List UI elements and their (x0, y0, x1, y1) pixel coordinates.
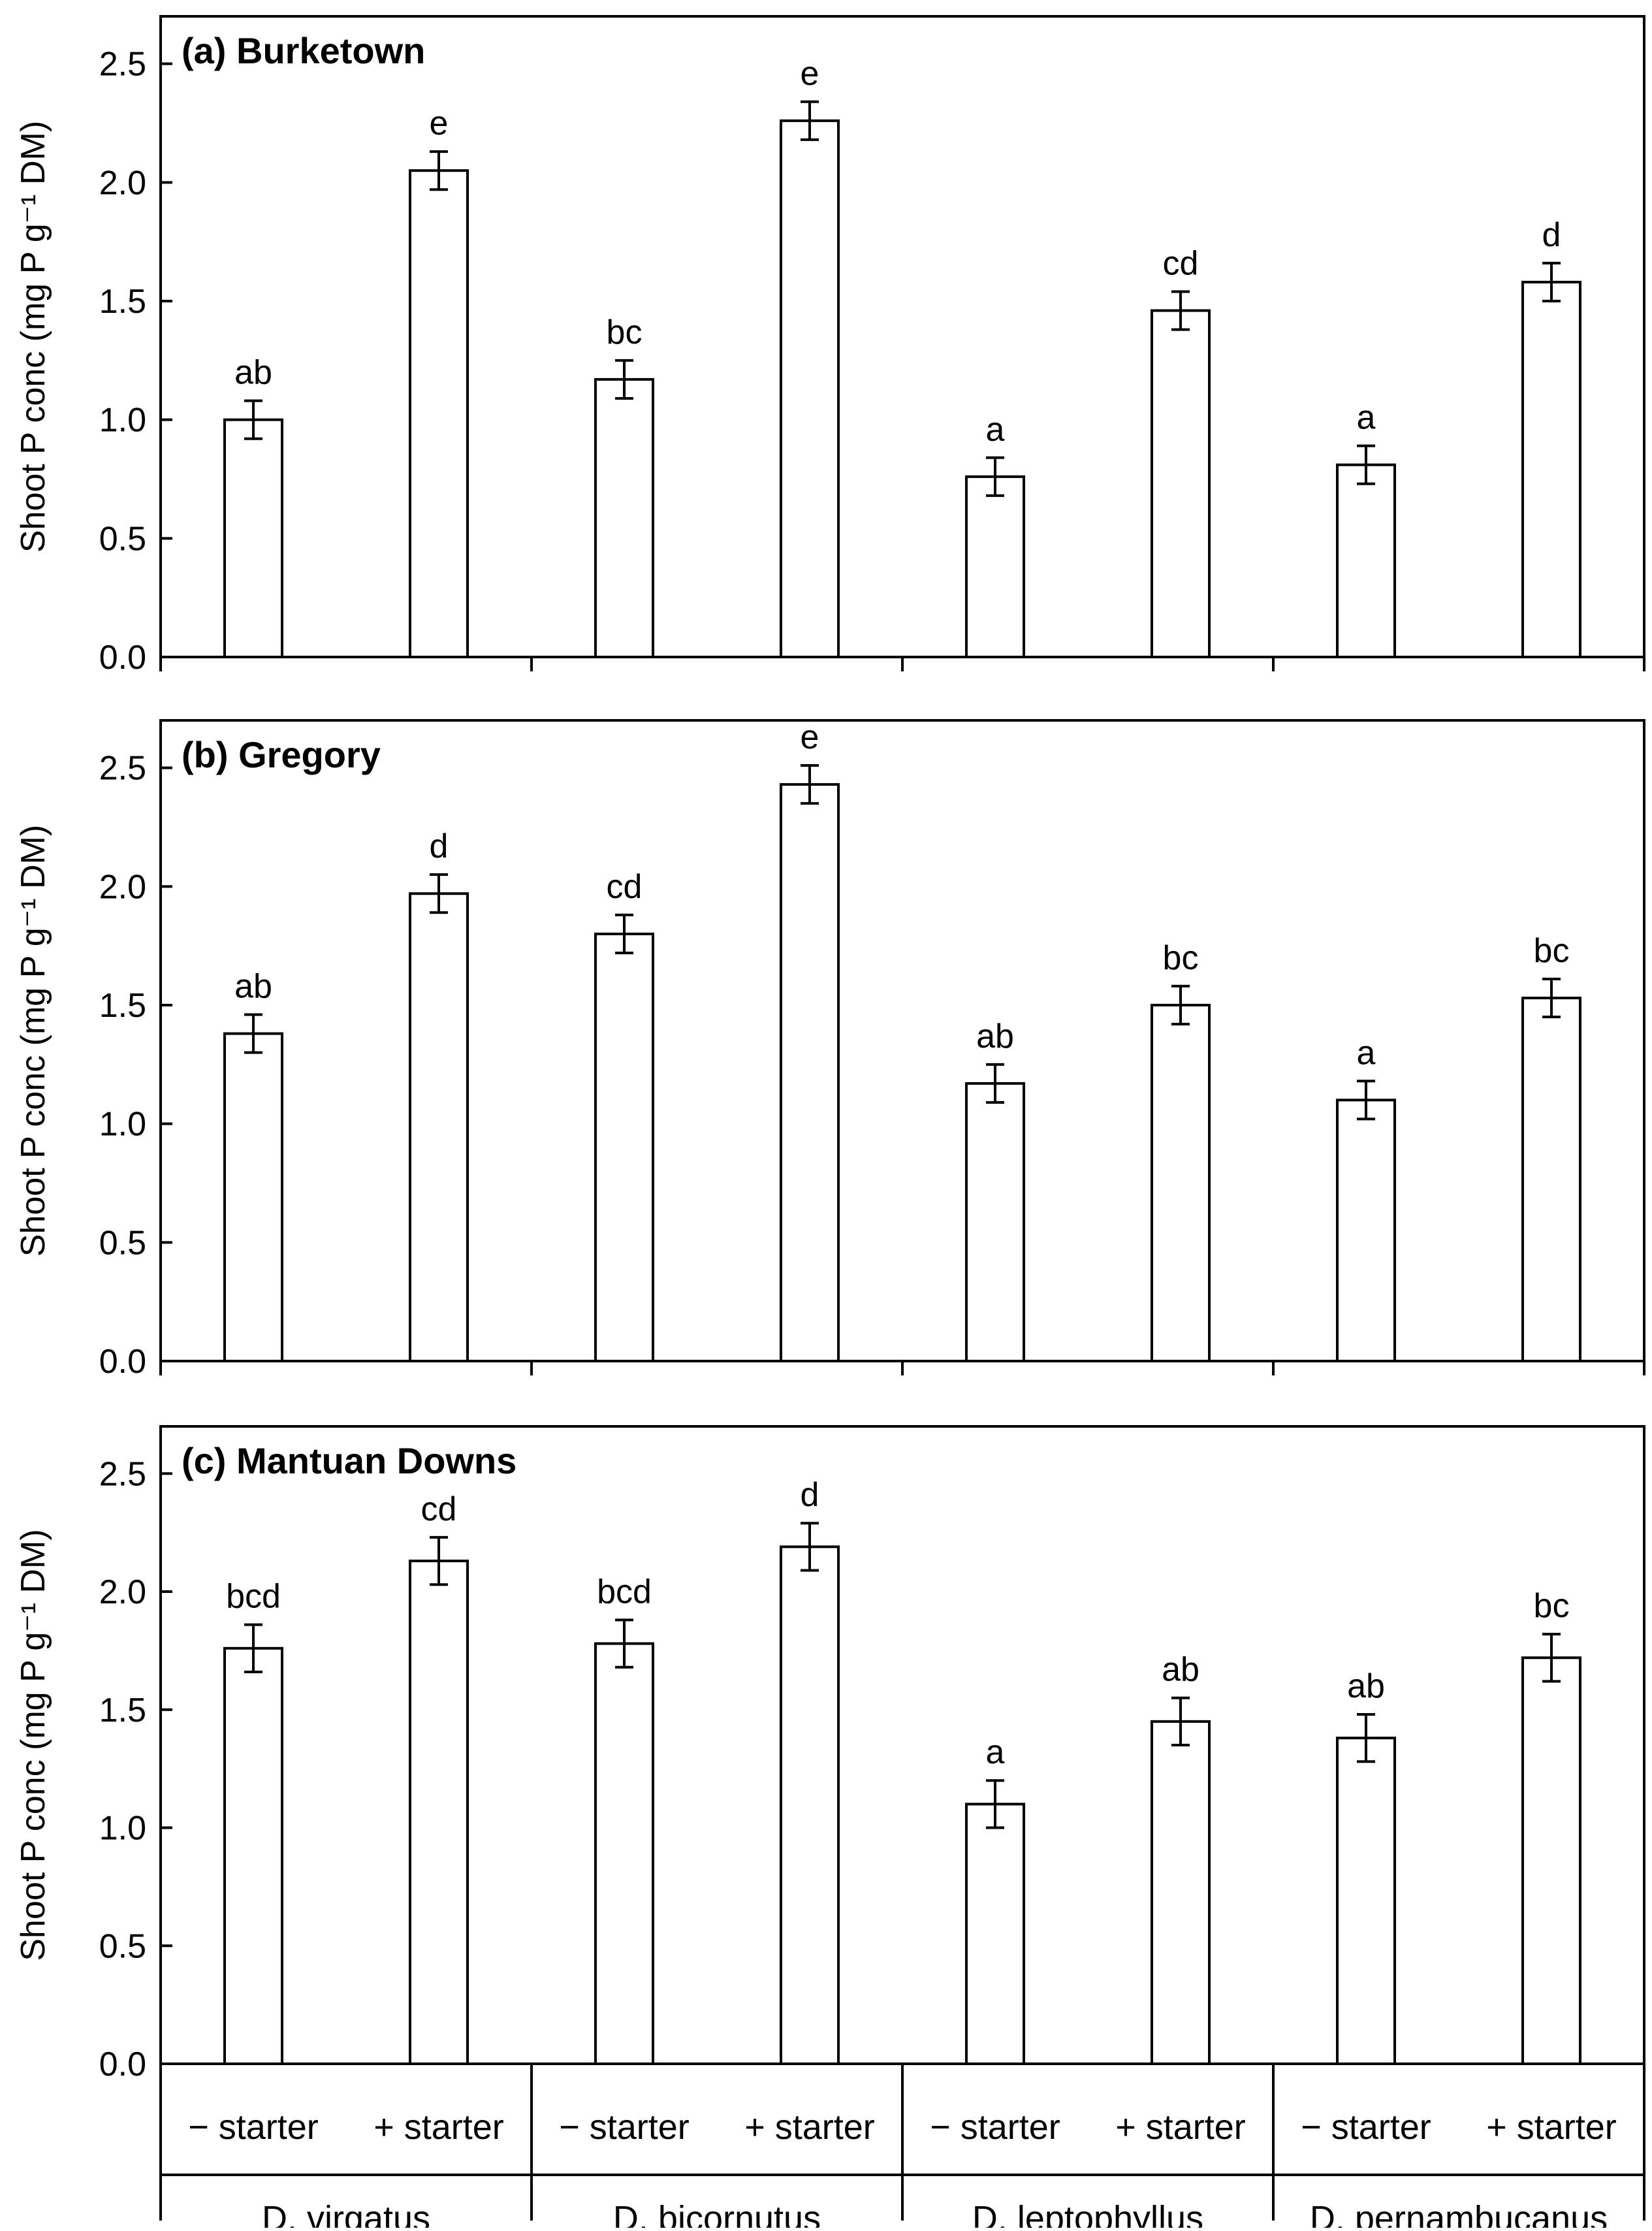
significance-label: e (430, 104, 449, 142)
bar (1335, 463, 1397, 658)
y-axis-label: Shoot P conc (mg P g⁻¹ DM) (14, 1529, 52, 1961)
bar (1521, 280, 1582, 658)
significance-label: ab (234, 968, 272, 1006)
y-tick-label: 0.0 (99, 2046, 146, 2083)
x-category-label: + starter (744, 2108, 875, 2147)
y-tick-label: 1.0 (99, 402, 146, 440)
y-axis-label: Shoot P conc (mg P g⁻¹ DM) (14, 825, 52, 1257)
significance-label: bcd (597, 1573, 652, 1611)
x-category-label: + starter (373, 2108, 504, 2147)
bar (223, 1032, 284, 1362)
x-group-label: D. pernambucanus (1310, 2199, 1608, 2228)
bar (964, 475, 1026, 658)
x-group-label: D. virgatus (262, 2199, 430, 2228)
significance-label: e (801, 55, 819, 93)
y-tick-label: 0.0 (99, 639, 146, 677)
y-tick-label: 0.5 (99, 520, 146, 558)
significance-label: ab (1162, 1651, 1199, 1689)
bar (779, 1545, 840, 2065)
x-category-label: − starter (559, 2108, 690, 2147)
bar (964, 1803, 1026, 2065)
x-group-label: D. leptophyllus (972, 2199, 1203, 2228)
panel-title: (c) Mantuan Downs (182, 1440, 516, 1481)
significance-label: bc (1534, 932, 1570, 970)
bar (1335, 1099, 1397, 1363)
y-tick-label: 1.5 (99, 987, 146, 1025)
significance-label: d (430, 827, 449, 865)
significance-label: ab (1347, 1667, 1385, 1705)
bar (1150, 1004, 1211, 1362)
significance-label: cd (1163, 244, 1199, 282)
significance-label: e (801, 718, 819, 756)
bar (1335, 1737, 1397, 2065)
significance-label: bc (1534, 1587, 1570, 1625)
significance-label: bcd (226, 1578, 281, 1616)
y-axis-label: Shoot P conc (mg P g⁻¹ DM) (14, 121, 52, 553)
y-tick-label: 2.5 (99, 750, 146, 788)
bar (223, 418, 284, 659)
bar (408, 892, 469, 1362)
bar (594, 933, 655, 1362)
significance-label: a (986, 1733, 1005, 1771)
chart-panel-3: 0.0 0.5 1.0 1.5 2.0 2.5 Shoot P conc (mg P g⁻¹… (14, 1425, 1645, 2231)
y-tick-label: 2.0 (99, 1573, 146, 1611)
bar (1521, 1656, 1582, 2066)
y-tick-label: 2.5 (99, 1455, 146, 1493)
bar (1521, 997, 1582, 1362)
x-category-label: + starter (1115, 2108, 1246, 2147)
bar (779, 119, 840, 659)
y-tick-label: 2.0 (99, 164, 146, 202)
significance-label: bc (1163, 939, 1199, 977)
y-tick-label: 1.0 (99, 1106, 146, 1144)
y-tick-label: 2.0 (99, 868, 146, 906)
y-tick-label: 1.5 (99, 1692, 146, 1729)
bar (408, 1560, 469, 2065)
bar (594, 377, 655, 659)
significance-label: ab (976, 1018, 1014, 1055)
y-tick-label: 0.5 (99, 1927, 146, 1965)
significance-label: cd (607, 868, 643, 906)
significance-label: d (1542, 216, 1561, 254)
panel-title: (b) Gregory (182, 734, 381, 775)
significance-label: a (1357, 399, 1376, 437)
bar (408, 169, 469, 658)
plot-frame (159, 719, 1645, 1362)
significance-label: d (801, 1476, 819, 1514)
bar (1150, 1720, 1211, 2065)
significance-label: a (1357, 1034, 1376, 1072)
y-tick-label: 0.0 (99, 1343, 146, 1381)
bar (779, 783, 840, 1362)
significance-label: bc (607, 313, 643, 351)
bar (964, 1082, 1026, 1363)
x-group-label: D. bicornutus (613, 2199, 821, 2228)
x-category-label: − starter (930, 2108, 1060, 2147)
x-category-label: − starter (188, 2108, 319, 2147)
chart-panel-2: 0.0 0.5 1.0 1.5 2.0 2.5 Shoot P conc (mg P g⁻¹… (14, 718, 1645, 1381)
x-category-label: − starter (1301, 2108, 1431, 2147)
x-category-label: + starter (1486, 2108, 1617, 2147)
chart-panel-1: 0.0 0.5 1.0 1.5 2.0 2.5 Shoot P conc (mg P g⁻¹… (14, 15, 1645, 677)
plot-frame (159, 15, 1645, 658)
y-tick-label: 2.5 (99, 46, 146, 84)
bar (594, 1642, 655, 2065)
significance-label: cd (421, 1490, 457, 1528)
bar (1150, 309, 1211, 658)
y-tick-label: 1.0 (99, 1810, 146, 1848)
y-tick-label: 1.5 (99, 283, 146, 321)
panel-title: (a) Burketown (182, 30, 425, 71)
bar (223, 1646, 284, 2065)
y-tick-label: 0.5 (99, 1224, 146, 1262)
significance-label: a (986, 411, 1005, 449)
plot-frame (159, 1425, 1645, 2065)
significance-label: ab (234, 354, 272, 392)
